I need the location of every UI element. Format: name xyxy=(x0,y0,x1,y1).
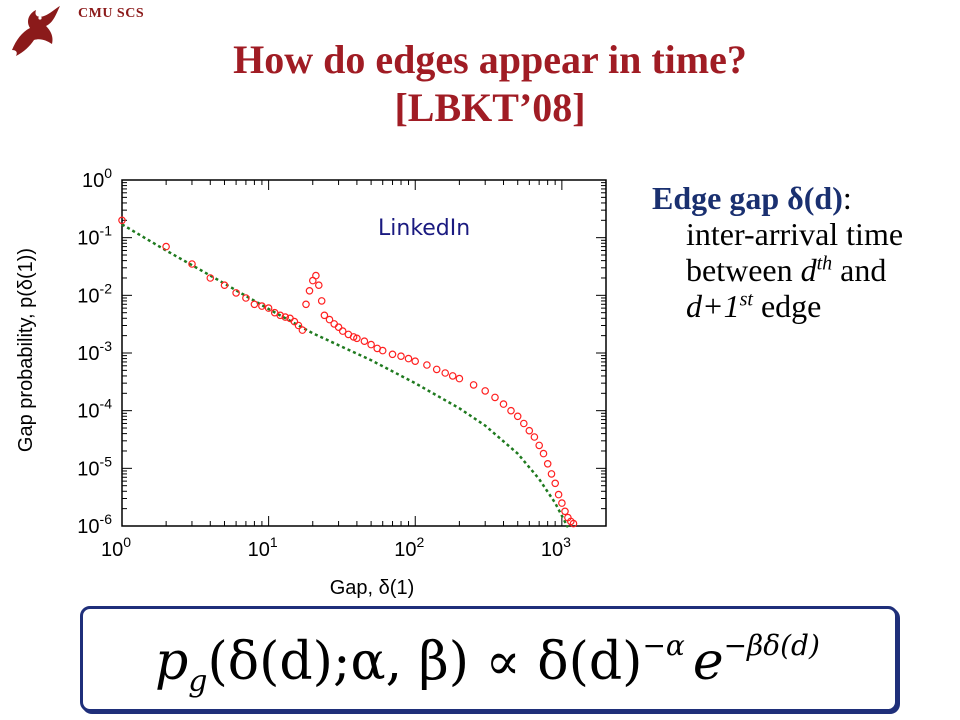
data-point xyxy=(507,406,515,415)
edge-gap-term: Edge gap δ(d) xyxy=(652,180,843,216)
data-point xyxy=(432,365,441,374)
data-point xyxy=(513,412,522,421)
formula-box: pg(δ(d);α, β) ∝ δ(d)−α e−βδ(d) xyxy=(80,606,898,712)
data-point xyxy=(338,327,347,335)
data-point xyxy=(320,311,329,320)
data-point xyxy=(378,346,387,355)
data-point xyxy=(325,315,334,324)
formula-e: e xyxy=(693,632,724,692)
formula-lhs: (δ(d);α, β) ∝ δ(d) xyxy=(208,632,643,692)
y-tick-label: 10-2 xyxy=(77,280,112,307)
data-point xyxy=(491,393,499,402)
definition-part: inter-arrival time between xyxy=(686,216,904,288)
definition-sup-th: th xyxy=(816,252,833,275)
definition-edge: edge xyxy=(752,288,822,324)
data-point xyxy=(330,320,339,328)
formula-exponent-beta: −βδ(d) xyxy=(724,629,820,662)
y-tick-label: 100 xyxy=(82,165,112,192)
data-point xyxy=(558,499,566,507)
annotation-linkedin: LinkedIn xyxy=(378,216,470,241)
data-point xyxy=(302,300,310,309)
edge-gap-description: Edge gap δ(d): inter-arrival time betwee… xyxy=(652,180,942,324)
data-point xyxy=(242,294,250,302)
data-point xyxy=(232,289,240,297)
gap-probability-chart: 100 101 102 103 100 10-1 10-2 10-3 10-4 10-5 10-6… xyxy=(15,165,607,599)
data-point xyxy=(404,354,413,363)
data-point xyxy=(554,490,563,499)
data-point xyxy=(519,419,528,428)
formula-exponent-alpha: −α xyxy=(642,629,684,662)
data-point xyxy=(569,519,578,528)
title-line-1: How do edges appear in time? xyxy=(233,37,747,82)
data-point xyxy=(551,479,560,488)
formula-p: p xyxy=(155,632,188,692)
header-label: CMU SCS xyxy=(78,6,145,21)
data-point xyxy=(281,313,290,321)
data-point xyxy=(290,317,299,326)
y-tick-label: 10-6 xyxy=(77,511,112,538)
data-point xyxy=(264,304,273,312)
x-axis-label: Gap, δ(1) xyxy=(330,577,415,599)
data-point xyxy=(525,426,534,435)
edge-gap-colon: : xyxy=(842,180,852,216)
data-point xyxy=(334,323,343,332)
plot-frame xyxy=(121,179,607,527)
data-point xyxy=(411,357,420,366)
data-point xyxy=(547,470,556,478)
dragon-logo-icon xyxy=(12,6,60,56)
x-tick-label: 102 xyxy=(394,534,424,561)
title-line-2: [LBKT’08] xyxy=(394,85,586,130)
formula: pg(δ(d);α, β) ∝ δ(d)−α e−βδ(d) xyxy=(155,629,820,699)
data-point xyxy=(397,352,405,361)
data-point xyxy=(423,361,431,369)
data-point xyxy=(360,337,369,346)
x-tick-label: 100 xyxy=(101,534,131,561)
data-point xyxy=(294,321,303,330)
y-tick-label: 10-1 xyxy=(77,223,112,250)
definition-sup-st: st xyxy=(739,288,753,311)
data-point xyxy=(162,242,170,251)
data-point xyxy=(298,326,307,334)
data-point xyxy=(367,340,375,349)
y-axis-label: Gap probability, p(δ(1)) xyxy=(15,248,37,452)
data-point xyxy=(455,374,464,383)
x-tick-label: 101 xyxy=(248,534,278,561)
definition-and: and xyxy=(832,252,887,288)
data-point xyxy=(469,381,478,389)
data-point xyxy=(305,287,314,295)
data-point xyxy=(535,441,544,450)
svg-text:pg(δ(d);α, β) ∝ δ(d)−αe−βδ(d): pg(δ(d);α, β) ∝ δ(d)−α e−βδ(d) xyxy=(155,629,820,699)
data-point xyxy=(499,400,508,408)
data-point xyxy=(220,281,229,290)
data-point xyxy=(317,297,326,305)
data-point xyxy=(530,433,539,441)
y-tick-label: 10-4 xyxy=(77,396,112,423)
data-point xyxy=(388,350,397,359)
definition-d-plus-1: d+1 xyxy=(686,288,740,324)
formula-subscript-g: g xyxy=(188,664,207,699)
data-point xyxy=(258,302,266,310)
data-point xyxy=(276,311,285,320)
data-point xyxy=(481,387,490,395)
data-point xyxy=(312,271,320,280)
data-point xyxy=(561,507,569,516)
data-point xyxy=(539,449,548,458)
slide-title: How do edges appear in time? [LBKT’08] xyxy=(60,36,920,132)
data-point xyxy=(188,260,196,268)
data-point xyxy=(543,459,552,468)
edge-gap-definition: inter-arrival time between dth and d+1st… xyxy=(686,216,942,324)
data-point xyxy=(314,281,323,290)
definition-d: d xyxy=(800,252,817,288)
x-tick-label: 103 xyxy=(541,534,571,561)
data-point xyxy=(250,300,259,309)
y-tick-label: 10-5 xyxy=(77,453,112,480)
data-point xyxy=(441,369,450,377)
data-point xyxy=(353,334,361,343)
y-tick-label: 10-3 xyxy=(77,338,112,365)
data-point xyxy=(448,372,457,380)
fit-line xyxy=(121,223,570,528)
data-point xyxy=(118,216,126,225)
data-point xyxy=(206,274,215,282)
